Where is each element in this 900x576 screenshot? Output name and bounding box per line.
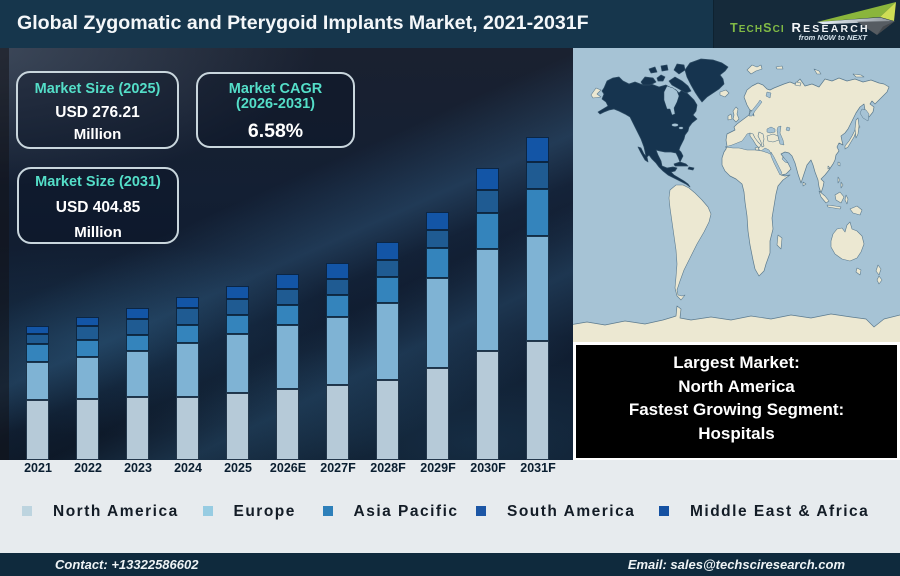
svg-text:TECHSCI: TECHSCI — [730, 21, 785, 35]
svg-text:RESEARCH: RESEARCH — [792, 20, 870, 35]
svg-text:from NOW to NEXT: from NOW to NEXT — [799, 33, 869, 42]
